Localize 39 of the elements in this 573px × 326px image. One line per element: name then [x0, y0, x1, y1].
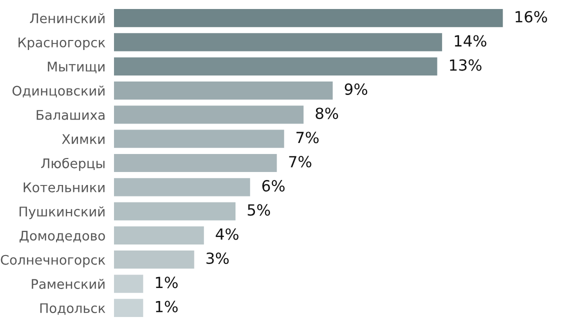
y-tick-label: Мытищи	[48, 62, 104, 74]
data-label: 9%	[344, 83, 368, 95]
y-tick-label: Химки	[62, 134, 104, 144]
y-tick-label: Домодедово	[20, 230, 105, 243]
data-label: 13%	[450, 59, 482, 71]
data-label: 5%	[248, 204, 270, 216]
y-tick-label: Подольск	[40, 303, 106, 315]
bar	[114, 274, 144, 293]
bar	[114, 130, 284, 148]
bar	[114, 57, 438, 76]
y-tick-label: Пушкинский	[20, 206, 104, 220]
y-tick-label: Красногорск	[18, 38, 106, 50]
y-tick-label: Ленинский	[30, 13, 104, 24]
y-tick-label: Солнечногорск	[0, 254, 106, 268]
y-tick-label: Раменский	[32, 278, 104, 289]
data-label: 1%	[156, 300, 178, 312]
bar	[114, 250, 194, 269]
bar	[114, 106, 304, 124]
data-label: 4%	[216, 228, 238, 240]
y-tick-label: Котельники	[24, 182, 104, 192]
data-label: 6%	[262, 180, 285, 192]
bar	[114, 81, 333, 100]
bar	[114, 178, 250, 196]
bar	[114, 298, 144, 317]
y-tick-label: Балашиха	[36, 110, 104, 120]
y-tick-label: Одинцовский	[12, 86, 104, 98]
data-label: 14%	[454, 35, 486, 47]
bar	[114, 202, 236, 220]
bar	[114, 154, 277, 172]
bar	[114, 226, 204, 245]
data-label: 16%	[516, 10, 548, 23]
data-label: 1%	[156, 276, 178, 288]
data-label: 7%	[296, 132, 319, 144]
y-tick-label: Люберцы	[41, 158, 104, 171]
data-label: 7%	[289, 156, 312, 168]
bar	[114, 9, 503, 28]
data-label: 3%	[206, 252, 229, 264]
bar	[114, 33, 442, 52]
data-label: 8%	[316, 108, 338, 120]
